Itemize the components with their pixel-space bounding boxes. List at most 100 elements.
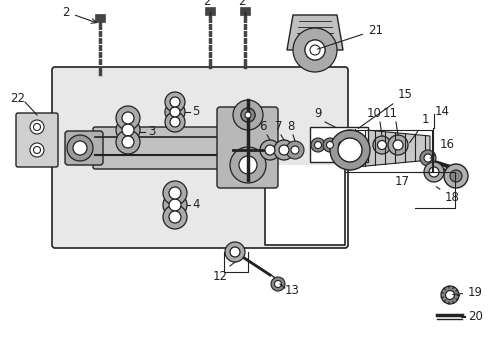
Circle shape (387, 135, 407, 155)
Text: 7: 7 (275, 120, 282, 133)
Circle shape (116, 106, 140, 130)
Circle shape (169, 211, 181, 223)
Circle shape (264, 145, 274, 155)
Text: 12: 12 (212, 270, 227, 283)
Polygon shape (204, 7, 215, 15)
Circle shape (449, 170, 461, 182)
Text: 19: 19 (452, 285, 482, 298)
Text: 16: 16 (429, 139, 454, 158)
Circle shape (224, 242, 244, 262)
Circle shape (164, 102, 184, 122)
Circle shape (163, 193, 186, 217)
Circle shape (305, 40, 325, 60)
Text: 2: 2 (203, 0, 210, 8)
Text: 11: 11 (382, 107, 397, 120)
Text: 5: 5 (192, 105, 199, 118)
Circle shape (392, 140, 402, 150)
Circle shape (232, 100, 263, 130)
Text: 9: 9 (314, 107, 321, 120)
Circle shape (67, 135, 93, 161)
Polygon shape (240, 7, 249, 15)
Circle shape (337, 138, 361, 162)
Text: 2: 2 (238, 0, 245, 8)
FancyBboxPatch shape (217, 107, 278, 188)
Text: 8: 8 (287, 120, 294, 133)
Circle shape (169, 199, 181, 211)
Circle shape (122, 124, 134, 136)
Circle shape (30, 143, 44, 157)
Circle shape (270, 277, 285, 291)
Circle shape (338, 141, 345, 148)
Bar (169, 193, 181, 217)
Circle shape (292, 28, 336, 72)
Text: 2: 2 (62, 5, 96, 23)
Circle shape (229, 247, 240, 257)
Circle shape (229, 147, 265, 183)
Circle shape (440, 286, 458, 304)
Circle shape (285, 141, 304, 159)
FancyBboxPatch shape (16, 113, 58, 167)
Circle shape (169, 187, 181, 199)
Circle shape (122, 112, 134, 124)
Circle shape (310, 138, 325, 152)
Text: 4: 4 (192, 198, 199, 211)
Polygon shape (345, 128, 429, 168)
Circle shape (163, 181, 186, 205)
Circle shape (116, 130, 140, 154)
FancyBboxPatch shape (65, 131, 103, 165)
Circle shape (372, 136, 390, 154)
Text: 6: 6 (259, 120, 266, 133)
Text: 3: 3 (148, 126, 155, 139)
Circle shape (163, 205, 186, 229)
Circle shape (170, 117, 180, 127)
Circle shape (241, 108, 254, 122)
Circle shape (170, 97, 180, 107)
Bar (170, 102, 180, 122)
Circle shape (164, 112, 184, 132)
Circle shape (423, 154, 431, 162)
Circle shape (419, 150, 435, 166)
Circle shape (116, 118, 140, 142)
Circle shape (428, 167, 438, 177)
Circle shape (273, 140, 293, 160)
Text: 13: 13 (285, 284, 299, 297)
Polygon shape (95, 14, 105, 22)
Circle shape (329, 130, 369, 170)
FancyBboxPatch shape (52, 67, 347, 248)
Circle shape (244, 112, 250, 118)
Circle shape (323, 138, 336, 152)
Circle shape (274, 280, 281, 288)
Circle shape (170, 107, 180, 117)
Bar (122, 118, 134, 142)
FancyBboxPatch shape (93, 127, 271, 169)
Bar (309, 127, 367, 162)
Text: 15: 15 (358, 89, 412, 129)
Circle shape (34, 147, 41, 153)
Circle shape (326, 141, 333, 148)
Circle shape (290, 146, 298, 154)
Polygon shape (286, 15, 342, 50)
Circle shape (346, 138, 360, 152)
Circle shape (334, 138, 348, 152)
Circle shape (350, 141, 357, 148)
Circle shape (305, 40, 325, 60)
Circle shape (122, 136, 134, 148)
Text: 14: 14 (434, 105, 449, 118)
Circle shape (164, 92, 184, 112)
Text: 22: 22 (10, 91, 25, 104)
Circle shape (260, 140, 280, 160)
Circle shape (445, 291, 453, 300)
Circle shape (239, 156, 257, 174)
Text: 18: 18 (435, 186, 459, 204)
Circle shape (309, 45, 319, 55)
Text: 10: 10 (366, 107, 381, 120)
Circle shape (443, 164, 467, 188)
Text: 17: 17 (394, 175, 409, 189)
Circle shape (377, 140, 386, 149)
Bar (264, 165, 346, 245)
Circle shape (30, 120, 44, 134)
Circle shape (314, 141, 321, 148)
Text: 20: 20 (461, 310, 482, 324)
Text: 1: 1 (409, 113, 428, 143)
Circle shape (241, 108, 254, 122)
